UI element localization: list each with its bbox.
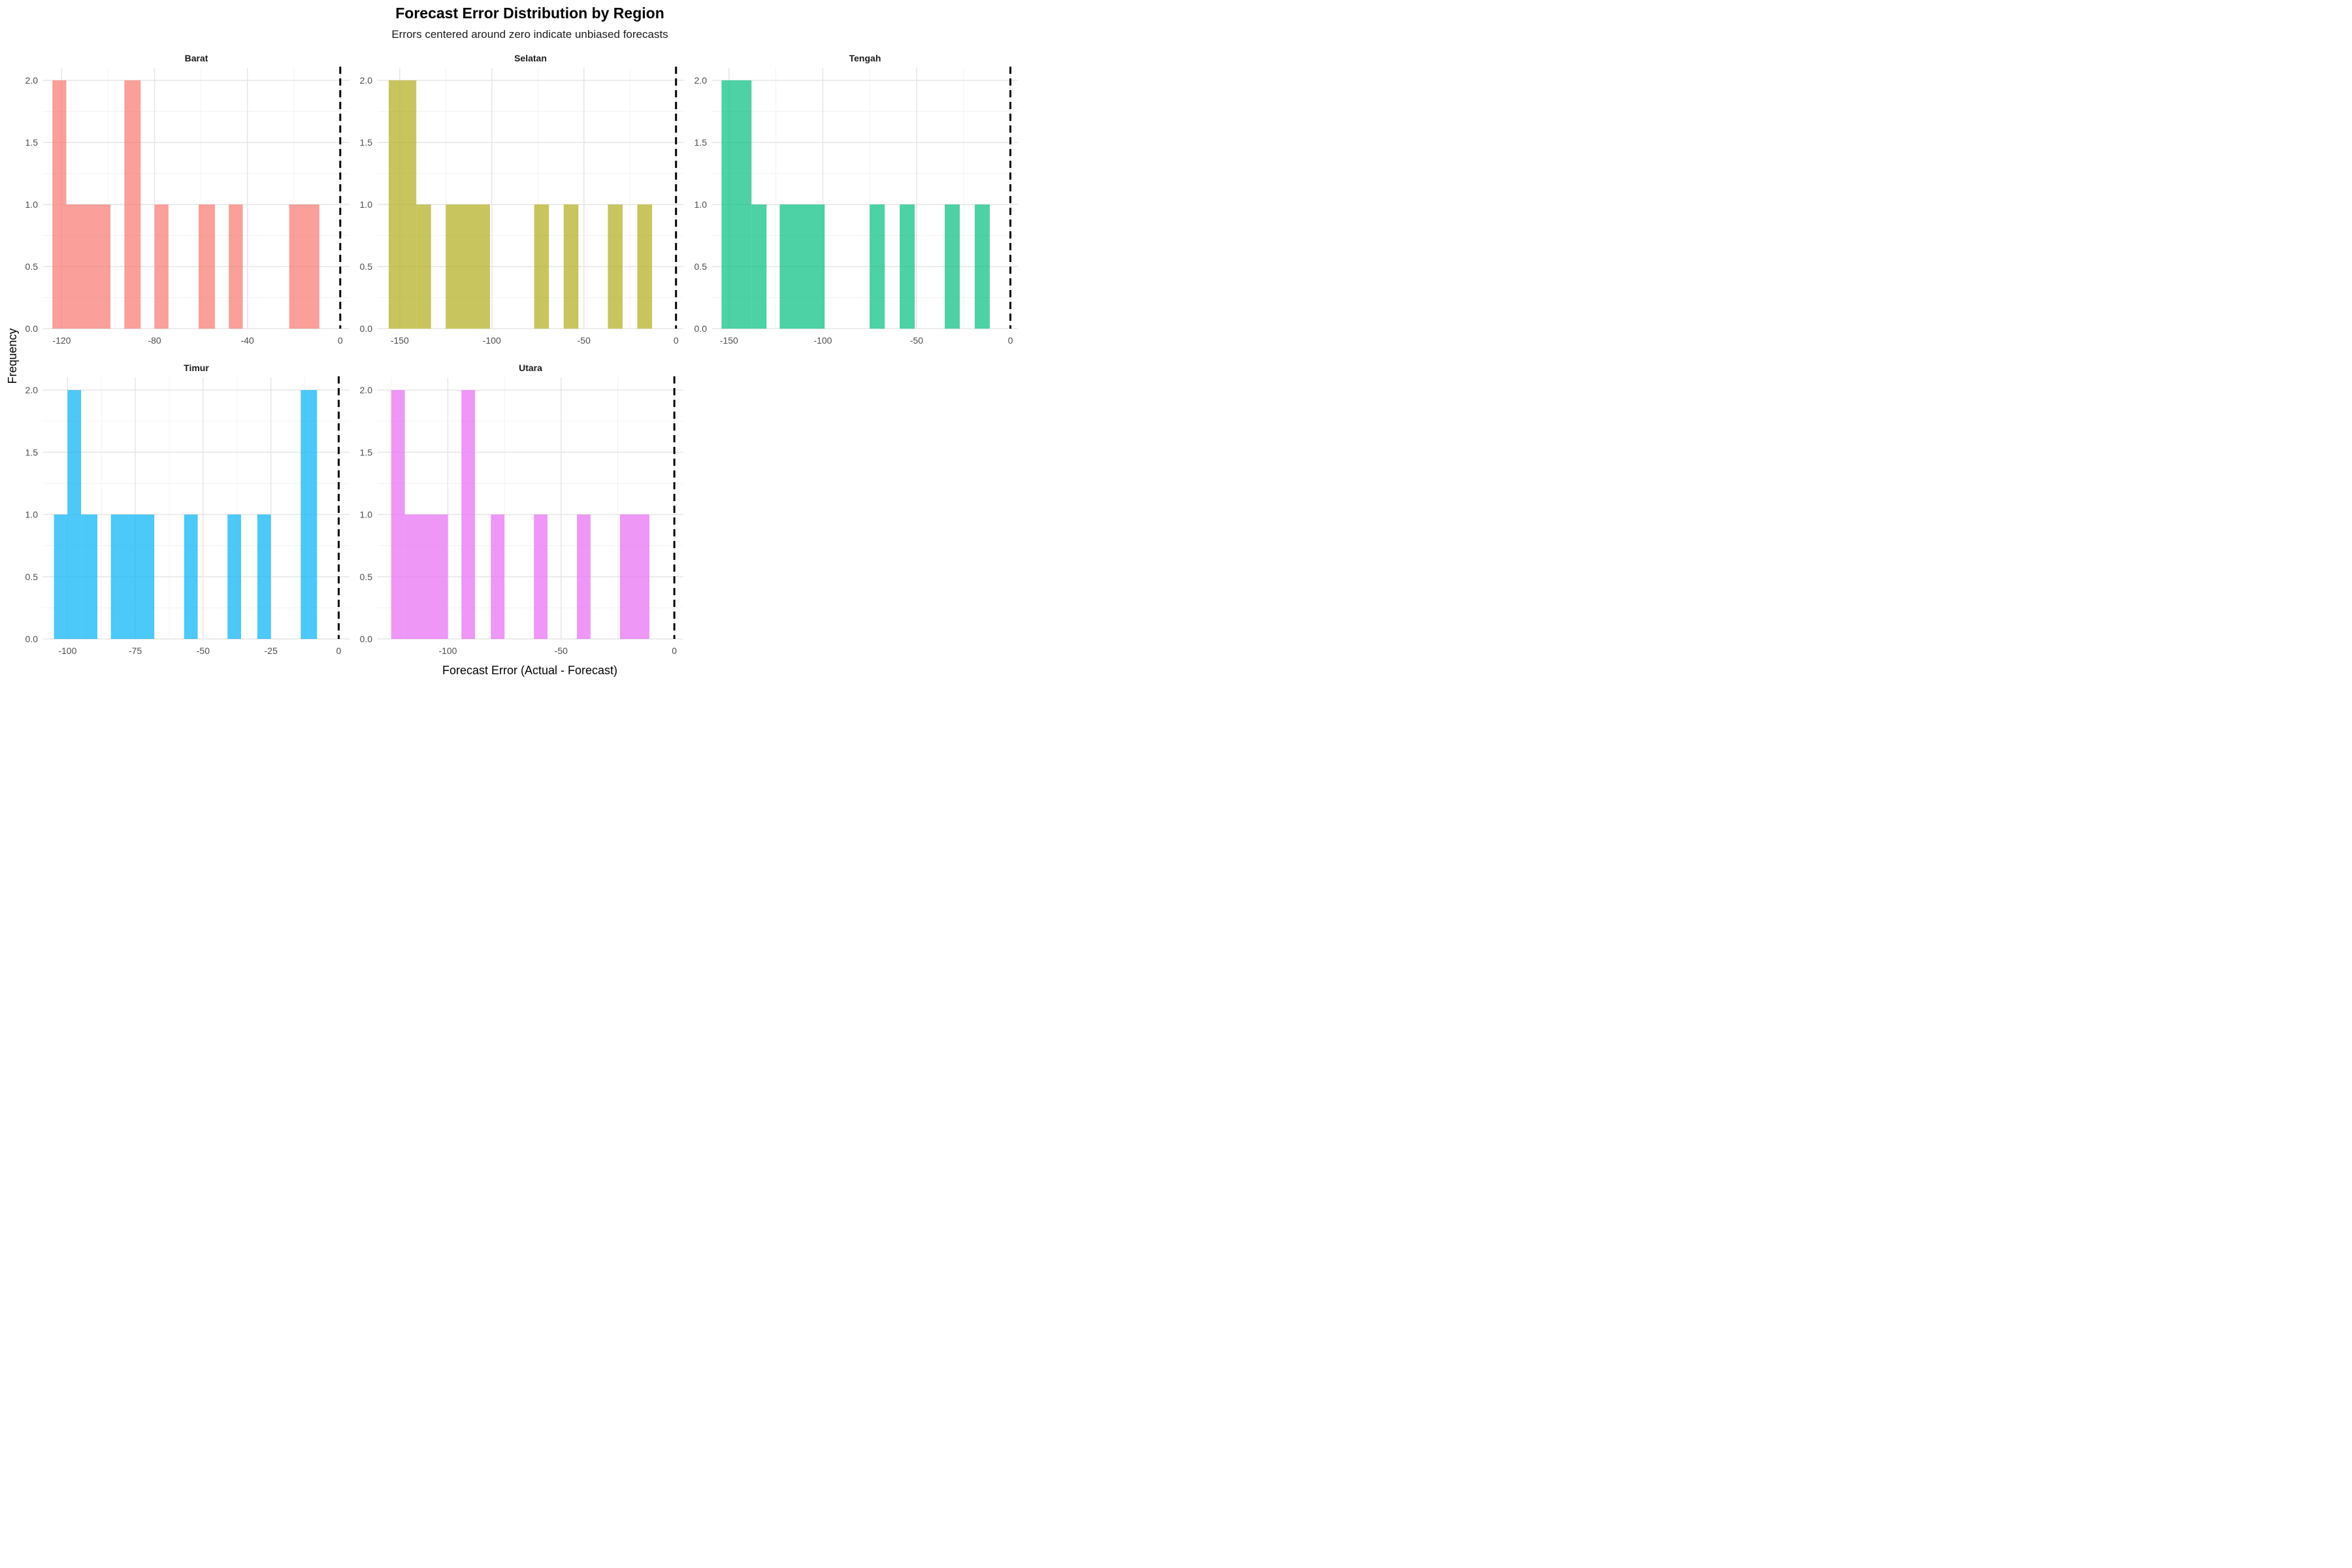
y-tick-label: 0.0 <box>25 323 39 334</box>
panel-timur: Timur 0.0 0.5 1.0 1.5 2.0 -100 -75 -50 -25 0 <box>25 363 350 656</box>
histogram-bar <box>229 204 243 329</box>
y-tick-label: 0.5 <box>25 572 39 582</box>
histogram-bar <box>534 204 549 329</box>
x-tick-label: -150 <box>391 335 409 346</box>
x-tick-label: 0 <box>338 335 343 346</box>
histogram-bar <box>721 80 752 329</box>
y-tick-label: 0.0 <box>360 634 373 644</box>
panel-utara: Utara 0.0 0.5 1.0 1.5 2.0 -100 -50 0 <box>360 363 683 656</box>
histogram-bar <box>67 390 82 639</box>
histogram-bar <box>124 80 141 329</box>
y-tick-label: 1.0 <box>25 199 39 210</box>
histogram-bar <box>52 80 67 329</box>
y-tick-label: 1.5 <box>360 137 373 148</box>
y-axis-title: Frequency <box>6 328 19 384</box>
histogram-bar <box>608 204 623 329</box>
x-tick-label: -100 <box>438 645 457 656</box>
x-tick-label: 0 <box>672 645 677 656</box>
histogram-bar <box>974 204 990 329</box>
histogram-bar <box>391 390 405 639</box>
histogram-bar <box>577 514 591 639</box>
histogram-bar <box>563 204 579 329</box>
x-tick-label: -40 <box>241 335 254 346</box>
histogram-bar <box>870 204 885 329</box>
histogram-bar <box>184 514 198 639</box>
y-tick-label: 0.0 <box>694 323 708 334</box>
panel-barat: Barat 0.0 0.5 1.0 1.5 2.0 -120 -80 -40 0 <box>25 53 350 346</box>
panel-title-utara: Utara <box>519 363 542 373</box>
x-tick-label: -150 <box>720 335 738 346</box>
y-tick-label: 1.5 <box>25 137 39 148</box>
y-tick-label: 2.0 <box>25 385 39 395</box>
panel-tengah: Tengah 0.0 0.5 1.0 1.5 2.0 -150 -100 -50 0 <box>694 53 1018 346</box>
histogram-bar <box>404 514 448 639</box>
chart-subtitle: Errors centered around zero indicate unb… <box>391 28 668 41</box>
histogram-bar <box>491 514 505 639</box>
histogram-bar <box>534 514 547 639</box>
x-tick-label: -100 <box>483 335 501 346</box>
x-tick-label: -25 <box>265 645 278 656</box>
panel-title-tengah: Tengah <box>849 53 881 63</box>
histogram-bar <box>446 204 490 329</box>
y-tick-label: 1.0 <box>360 510 373 520</box>
histogram-bar <box>416 204 431 329</box>
x-tick-label: -100 <box>813 335 832 346</box>
histogram-bar <box>289 204 319 329</box>
histogram-bar <box>900 204 915 329</box>
histogram-bar <box>110 514 155 639</box>
y-tick-label: 0.5 <box>25 261 39 272</box>
y-tick-label: 1.0 <box>25 510 39 520</box>
x-tick-label: -50 <box>910 335 923 346</box>
histogram-bar <box>154 204 169 329</box>
y-tick-label: 1.5 <box>25 447 39 457</box>
x-tick-label: 0 <box>674 335 679 346</box>
histogram-bar <box>66 204 111 329</box>
panel-selatan: Selatan 0.0 0.5 1.0 1.5 2.0 -150 -100 -50 0 <box>360 53 683 346</box>
panel-title-barat: Barat <box>185 53 208 63</box>
y-tick-label: 0.5 <box>694 261 708 272</box>
histogram-bar <box>751 204 767 329</box>
x-tick-label: 0 <box>336 645 341 656</box>
histogram-bar <box>81 514 98 639</box>
y-tick-label: 0.0 <box>25 634 39 644</box>
y-tick-label: 2.0 <box>25 75 39 86</box>
histogram-bar <box>619 514 649 639</box>
y-tick-label: 0.5 <box>360 572 373 582</box>
x-axis-title: Forecast Error (Actual - Forecast) <box>442 664 617 677</box>
panel-title-selatan: Selatan <box>514 53 547 63</box>
histogram-bar <box>199 204 215 329</box>
y-tick-label: 2.0 <box>360 385 373 395</box>
y-tick-label: 1.5 <box>694 137 708 148</box>
histogram-bar <box>461 390 476 639</box>
x-tick-label: -50 <box>578 335 591 346</box>
y-tick-label: 2.0 <box>360 75 373 86</box>
panel-title-timur: Timur <box>184 363 209 373</box>
histogram-bar <box>388 80 417 329</box>
y-tick-label: 0.5 <box>360 261 373 272</box>
x-tick-label: -50 <box>555 645 568 656</box>
histogram-bar <box>637 204 653 329</box>
x-tick-label: 0 <box>1008 335 1013 346</box>
x-tick-label: -50 <box>197 645 210 656</box>
x-tick-label: -80 <box>148 335 161 346</box>
facet-panels: Barat 0.0 0.5 1.0 1.5 2.0 -120 -80 -40 0 Selatan 0.… <box>25 53 1018 656</box>
histogram-bar <box>257 514 271 639</box>
histogram-bar <box>227 514 241 639</box>
x-tick-label: -75 <box>129 645 142 656</box>
x-tick-label: -100 <box>58 645 76 656</box>
histogram-bar <box>779 204 825 329</box>
histogram-bar <box>945 204 960 329</box>
x-tick-label: -120 <box>52 335 71 346</box>
faceted-histogram-chart: Forecast Error Distribution by Region Er… <box>6 5 1018 677</box>
y-tick-label: 1.0 <box>360 199 373 210</box>
y-tick-label: 0.0 <box>360 323 373 334</box>
histogram-bar <box>54 514 68 639</box>
y-tick-label: 1.5 <box>360 447 373 457</box>
chart-root: Forecast Error Distribution by Region Er… <box>0 0 1024 683</box>
chart-title: Forecast Error Distribution by Region <box>395 5 664 22</box>
histogram-bar <box>301 390 318 639</box>
y-tick-label: 2.0 <box>694 75 708 86</box>
y-tick-label: 1.0 <box>694 199 708 210</box>
